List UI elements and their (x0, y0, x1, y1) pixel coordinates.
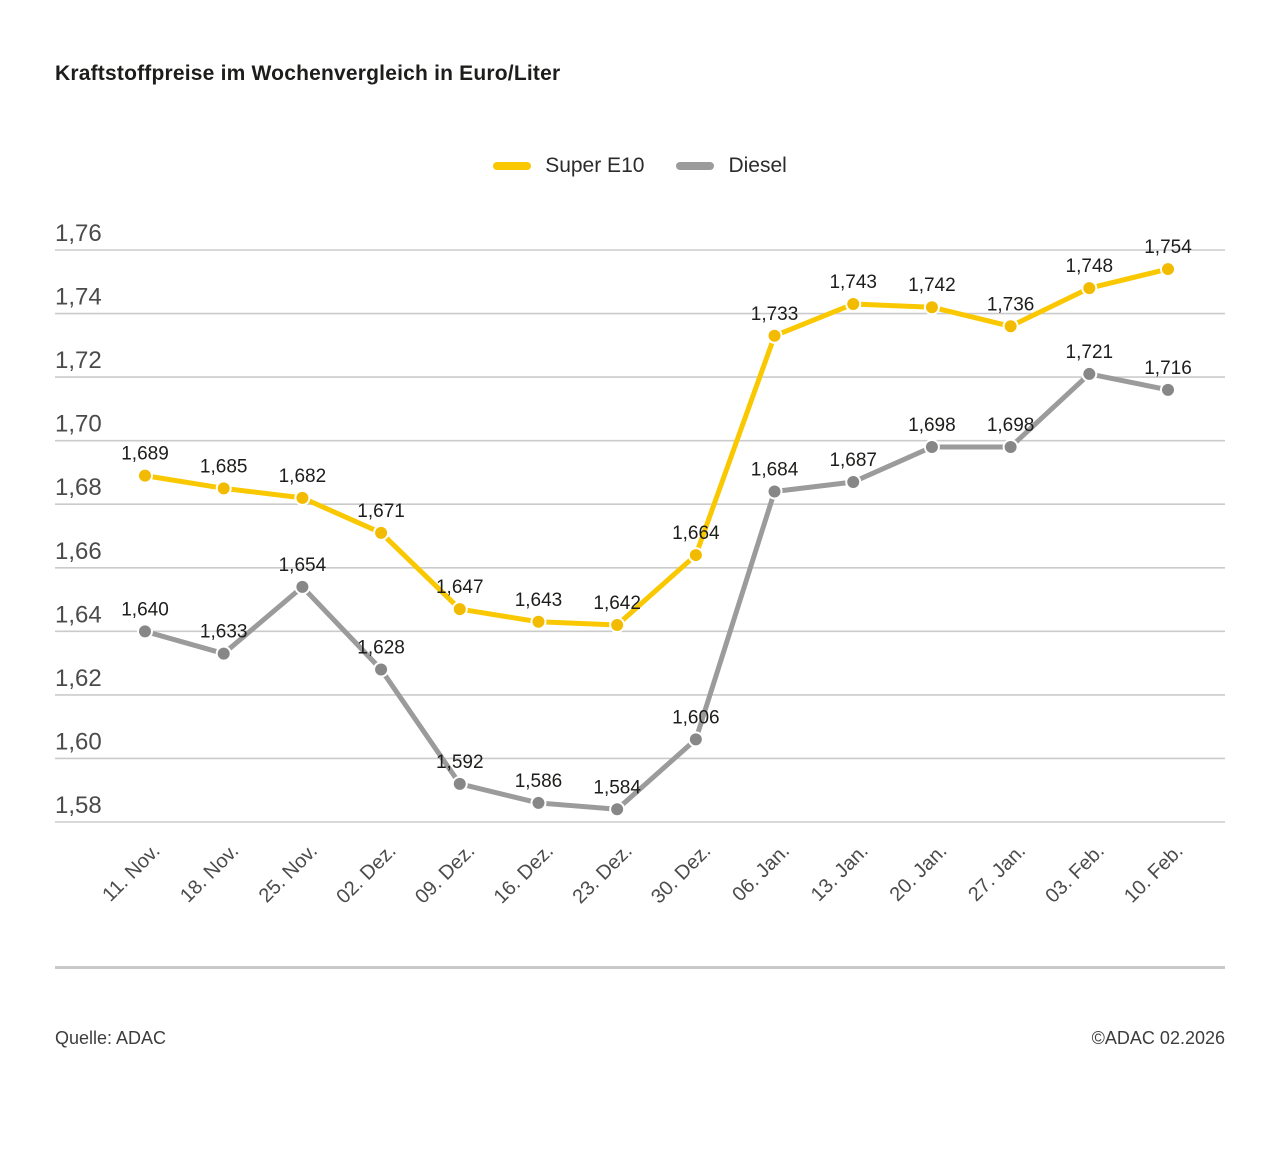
diesel-swatch-icon (676, 162, 715, 170)
data-label: 1,654 (279, 555, 327, 576)
svg-text:10. Feb.: 10. Feb. (1120, 840, 1187, 907)
data-point (687, 731, 704, 748)
data-label: 1,716 (1144, 358, 1192, 379)
series-super-e10: 1,689 1,685 1,682 1,671 1,647 1,643 1,642 1,664… (121, 237, 1192, 633)
data-point (294, 489, 311, 506)
data-point (451, 601, 468, 618)
data-point (215, 480, 232, 497)
svg-text:1,62: 1,62 (55, 665, 102, 692)
svg-text:09. Dez.: 09. Dez. (411, 840, 479, 908)
data-label: 1,687 (829, 450, 877, 471)
data-label: 1,671 (357, 501, 405, 522)
series-diesel: 1,640 1,633 1,654 1,628 1,592 1,586 1,584 1,606… (121, 342, 1192, 818)
data-point (845, 473, 862, 490)
svg-text:25. Nov.: 25. Nov. (255, 840, 322, 907)
svg-text:11. Nov.: 11. Nov. (98, 840, 164, 906)
svg-text:20. Jan.: 20. Jan. (886, 840, 952, 906)
data-point (373, 524, 390, 541)
data-label: 1,682 (279, 466, 327, 487)
data-point (687, 547, 704, 564)
data-label: 1,698 (908, 415, 956, 436)
data-label: 1,633 (200, 622, 248, 643)
legend-label-diesel: Diesel (728, 154, 787, 177)
data-label: 1,640 (121, 599, 169, 620)
data-label: 1,584 (593, 777, 641, 798)
data-label: 1,592 (436, 752, 484, 773)
data-label: 1,748 (1066, 256, 1114, 277)
svg-text:02. Dez.: 02. Dez. (332, 840, 400, 908)
data-label: 1,742 (908, 275, 956, 296)
data-point (609, 801, 626, 818)
data-label: 1,642 (593, 593, 641, 614)
data-point (923, 439, 940, 456)
data-label: 1,721 (1066, 342, 1114, 363)
data-point (609, 616, 626, 633)
source-note: Quelle: ADAC (55, 1028, 167, 1048)
data-point (1081, 280, 1098, 297)
svg-text:1,76: 1,76 (55, 220, 102, 247)
svg-text:13. Jan.: 13. Jan. (807, 840, 873, 906)
chart-title: Kraftstoffpreise im Wochenvergleich in E… (55, 62, 561, 85)
data-label: 1,754 (1144, 237, 1192, 258)
data-point (766, 483, 783, 500)
data-point (1160, 381, 1176, 398)
y-axis-labels: 1,58 1,60 1,62 1,64 1,66 1,68 1,70 1,72 1,74 1,76 (55, 220, 102, 819)
svg-text:03. Feb.: 03. Feb. (1041, 840, 1108, 907)
data-label: 1,743 (829, 272, 877, 293)
data-label: 1,586 (515, 771, 563, 792)
x-axis-labels: 11. Nov. 18. Nov. 25. Nov. 02. Dez. 09. Dez.… (98, 840, 1187, 908)
data-label: 1,736 (987, 294, 1035, 315)
data-point (845, 296, 862, 313)
data-point (215, 645, 232, 662)
data-label: 1,684 (751, 460, 799, 481)
svg-text:18. Nov.: 18. Nov. (176, 840, 243, 907)
legend-item-diesel: Diesel (676, 154, 787, 178)
data-point (923, 299, 940, 316)
super-e10-swatch-icon (493, 162, 532, 170)
legend-item-super-e10: Super E10 (493, 154, 644, 178)
data-point (766, 327, 783, 344)
svg-text:27. Jan.: 27. Jan. (964, 840, 1030, 906)
gridlines (55, 249, 1225, 823)
data-point (451, 775, 468, 792)
svg-text:06. Jan.: 06. Jan. (728, 840, 794, 906)
data-label: 1,628 (357, 637, 405, 658)
svg-text:1,64: 1,64 (55, 601, 102, 628)
svg-text:1,68: 1,68 (55, 474, 102, 501)
svg-text:1,70: 1,70 (55, 411, 102, 438)
legend-label-super-e10: Super E10 (545, 154, 645, 177)
svg-text:30. Dez.: 30. Dez. (647, 840, 715, 908)
svg-text:23. Dez.: 23. Dez. (568, 840, 636, 908)
data-point (137, 467, 153, 484)
data-point (373, 661, 390, 678)
data-point (1160, 261, 1176, 278)
svg-text:1,74: 1,74 (55, 284, 102, 311)
data-label: 1,664 (672, 523, 720, 544)
copyright-note: ©ADAC 02.2026 (1091, 1028, 1225, 1048)
data-point (137, 623, 153, 640)
svg-text:1,72: 1,72 (55, 347, 102, 374)
svg-text:16. Dez.: 16. Dez. (490, 840, 558, 908)
svg-text:1,58: 1,58 (55, 792, 102, 819)
chart-legend: Super E10 Diesel (0, 154, 1280, 178)
data-label: 1,689 (121, 444, 169, 465)
data-point (1081, 365, 1098, 382)
svg-text:1,60: 1,60 (55, 728, 102, 755)
footer-divider (55, 966, 1225, 969)
data-label: 1,733 (751, 304, 799, 325)
data-label: 1,606 (672, 707, 720, 728)
data-point (1002, 318, 1019, 335)
data-point (530, 794, 547, 811)
data-point (530, 613, 547, 630)
data-label: 1,685 (200, 456, 248, 477)
data-point (1002, 439, 1019, 456)
data-label: 1,643 (515, 590, 563, 611)
svg-text:1,66: 1,66 (55, 538, 102, 565)
data-label: 1,698 (987, 415, 1035, 436)
data-label: 1,647 (436, 577, 484, 598)
data-point (294, 578, 311, 595)
